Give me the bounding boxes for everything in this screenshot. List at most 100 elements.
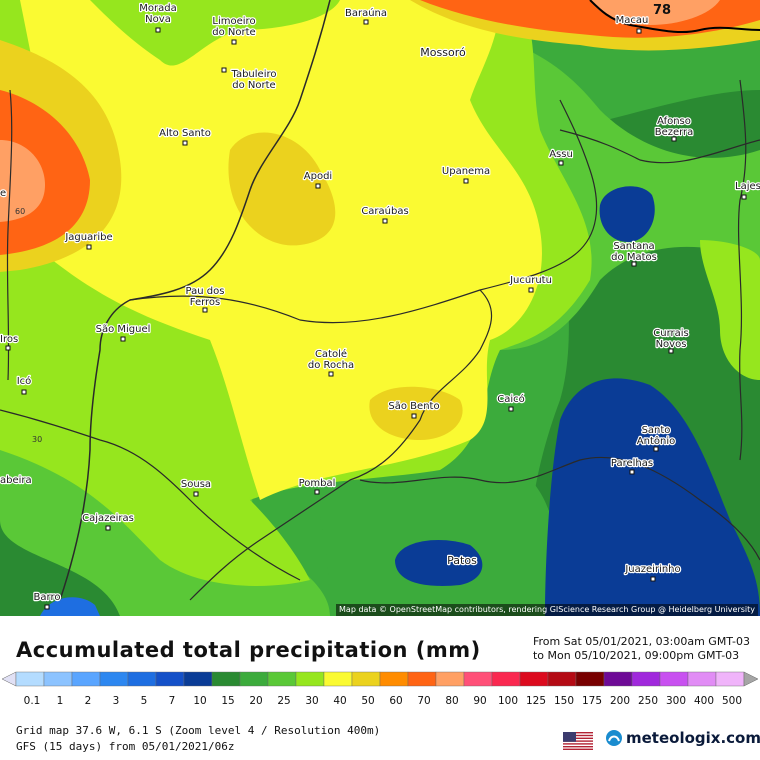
field-navy-santoantonio: [545, 378, 760, 616]
city-label: Catolé do Rocha: [308, 348, 354, 371]
colorbar-swatch: [603, 671, 633, 687]
colorbar-tick-label: 80: [445, 695, 458, 707]
colorbar-tick-label: 40: [333, 695, 346, 707]
precipitation-map[interactable]: 78 60 30 Morada Nova Limoeiro do Norte Baraú…: [0, 0, 760, 616]
city-marker: [120, 336, 126, 342]
city-marker: [508, 406, 514, 412]
colorbar-tick-label: 25: [277, 695, 290, 707]
colorbar-swatch: [211, 671, 241, 687]
colorbar-swatch: [491, 671, 521, 687]
colorbar-tick-label: 7: [169, 695, 176, 707]
colorbar-swatch: [183, 671, 213, 687]
legend-title: Accumulated total precipitation (mm): [16, 638, 481, 662]
state-border-line: [59, 0, 331, 601]
colorbar-swatch: [43, 671, 73, 687]
city-label: Caraúbas: [361, 205, 408, 217]
colorbar-tick-label: 300: [666, 695, 686, 707]
city-marker: [528, 287, 534, 293]
colorbar-swatch: [463, 671, 493, 687]
city-marker: [86, 244, 92, 250]
state-border-line-5: [359, 456, 760, 561]
city-labels-layer: Morada Nova Limoeiro do Norte Baraúna Mossoró…: [0, 2, 760, 610]
border-line-west: [6, 89, 13, 381]
state-border-line-4: [479, 99, 598, 291]
colorbar-tick-label: 10: [193, 695, 206, 707]
map-attribution[interactable]: Map data © OpenStreetMap contributors, r…: [336, 604, 758, 616]
city-label: Jucurutu: [509, 275, 552, 286]
city-marker: [668, 348, 674, 354]
city-label: Lajes: [735, 181, 760, 192]
city-marker: [21, 389, 27, 395]
city-marker: [463, 178, 469, 184]
colorbar-tick-label: 500: [722, 695, 742, 707]
colorbar-swatch: [715, 671, 745, 687]
colorbar-tick-label: 175: [582, 695, 602, 707]
city-marker: [650, 576, 656, 582]
colorbar-swatch: [323, 671, 353, 687]
colorbar-tick-label: 150: [554, 695, 574, 707]
grid-info: Grid map 37.6 W, 6.1 S (Zoom level 4 / R…: [16, 724, 381, 737]
field-lime: [0, 250, 310, 586]
city-marker: [631, 261, 637, 267]
city-marker: [314, 489, 320, 495]
colorbar-swatch: [687, 671, 717, 687]
field-olive-saobento: [369, 386, 463, 440]
field-mid-green: [300, 440, 560, 616]
city-label: Santo Antônio: [637, 425, 675, 447]
us-flag-icon[interactable]: [563, 732, 593, 750]
city-label: Barro: [34, 592, 61, 603]
state-border-line-3: [559, 129, 760, 164]
colorbar-tick-label: 0.1: [24, 695, 41, 707]
city-label: Upanema: [442, 166, 490, 177]
info-block: Grid map 37.6 W, 6.1 S (Zoom level 4 / R…: [16, 723, 380, 755]
colorbar-tick-label: 3: [113, 695, 120, 707]
period-from: From Sat 05/01/2021, 03:00am GMT-03: [532, 635, 750, 648]
city-label: Sousa: [181, 479, 211, 490]
meteologix-logo-icon: [606, 730, 622, 746]
city-marker: [363, 19, 369, 25]
city-marker: [411, 413, 417, 419]
colorbar-swatch: [239, 671, 269, 687]
city-marker: [221, 67, 227, 73]
colorbar-tick-label: 100: [498, 695, 518, 707]
city-label: Santana do Matos: [611, 241, 657, 263]
colorbar-swatch: [407, 671, 437, 687]
state-border-line-6: [0, 409, 301, 581]
city-label: Caicó: [497, 393, 525, 405]
city-marker: [653, 446, 659, 452]
city-label: Iros: [0, 334, 18, 345]
city-label: Jaguaribe: [64, 232, 112, 243]
city-marker: [105, 525, 111, 531]
colorbar-swatch: [127, 671, 157, 687]
colorbar-tick-label: 1: [57, 695, 64, 707]
colorbar-swatch: [379, 671, 409, 687]
field-peach-ne: [590, 0, 720, 25]
colorbar-swatch: [547, 671, 577, 687]
city-marker: [671, 136, 677, 142]
city-label: São Bento: [388, 401, 439, 412]
period-range: From Sat 05/01/2021, 03:00am GMT-03 to M…: [533, 635, 750, 663]
meteologix-brand[interactable]: meteologix.com: [605, 729, 760, 747]
field-yellow: [20, 0, 542, 500]
model-info: GFS (15 days) from 05/01/2021/06z: [16, 740, 235, 753]
colorbar-tick-label: 90: [473, 695, 486, 707]
city-label: Tabuleiro do Norte: [231, 69, 277, 91]
city-marker: [231, 39, 237, 45]
colorbar-swatch: [659, 671, 689, 687]
colorbar-swatch: [71, 671, 101, 687]
period-to: to Mon 05/10/2021, 09:00pm GMT-03: [532, 649, 740, 662]
city-marker: [382, 218, 388, 224]
colorbar-swatch: [267, 671, 297, 687]
brand-name: meteologix.com: [626, 729, 760, 747]
colorbar-tick-label: 30: [305, 695, 318, 707]
coastline-line: [589, 0, 760, 34]
colorbar-tick-label: 400: [694, 695, 714, 707]
city-label: Icó: [17, 375, 32, 387]
city-label: Parelhas: [611, 458, 653, 469]
city-label: Limoeiro do Norte: [212, 16, 255, 38]
field-olive-top: [90, 0, 340, 66]
colorbar-tick-label: 125: [526, 695, 546, 707]
state-border-line-2: [129, 289, 493, 601]
field-blue-barro: [40, 597, 100, 616]
colorbar-swatch: [351, 671, 381, 687]
